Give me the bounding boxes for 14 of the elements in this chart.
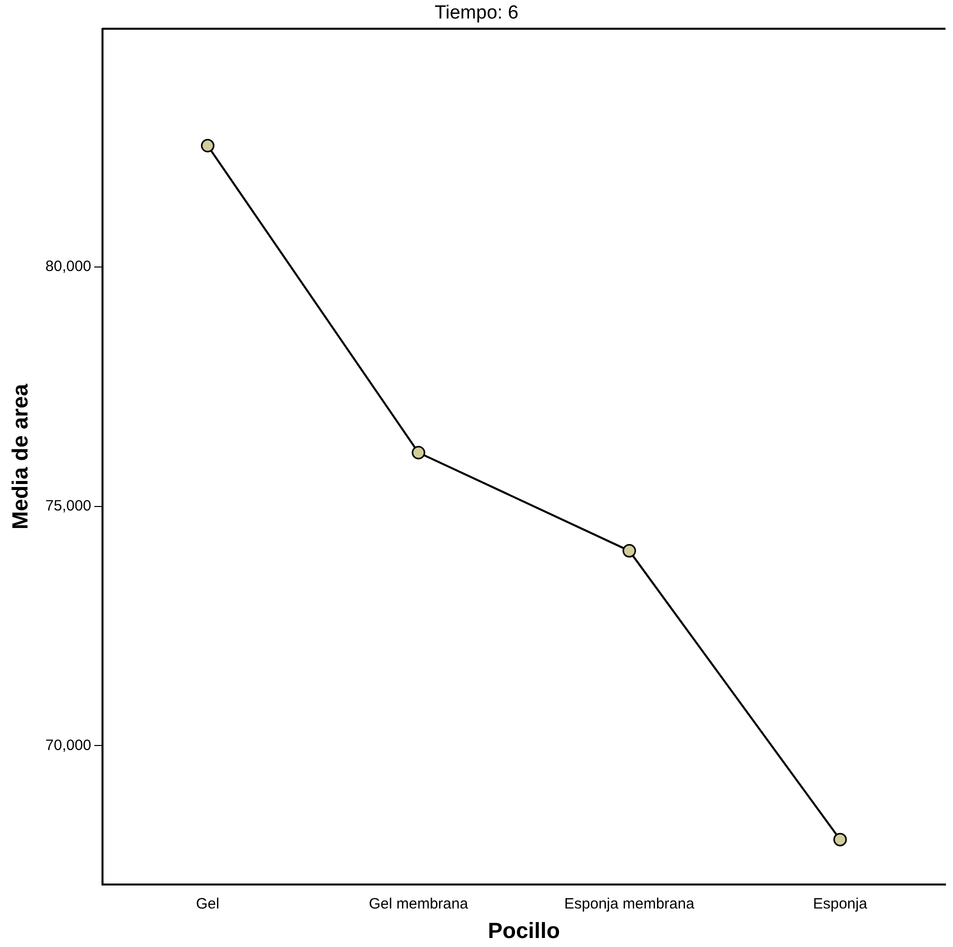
point [622, 544, 636, 558]
point [200, 138, 214, 152]
x-tick-label: Gel membrana [368, 896, 469, 913]
y-tick-label: 70,000 [45, 736, 92, 754]
y-tick-label: 80,000 [45, 258, 92, 275]
chart-title: Tiempo: 6 [434, 2, 518, 24]
x-tick-label: Esponja [812, 896, 868, 913]
point [412, 446, 426, 460]
x-tick-label: Esponja membrana [564, 896, 695, 913]
y-tick-label: 75,000 [45, 497, 92, 514]
point [833, 832, 847, 846]
y-axis-title: Media de area [7, 383, 32, 530]
x-axis-title: Pocillo [488, 918, 560, 943]
x-tick-label: Gel [196, 896, 220, 913]
